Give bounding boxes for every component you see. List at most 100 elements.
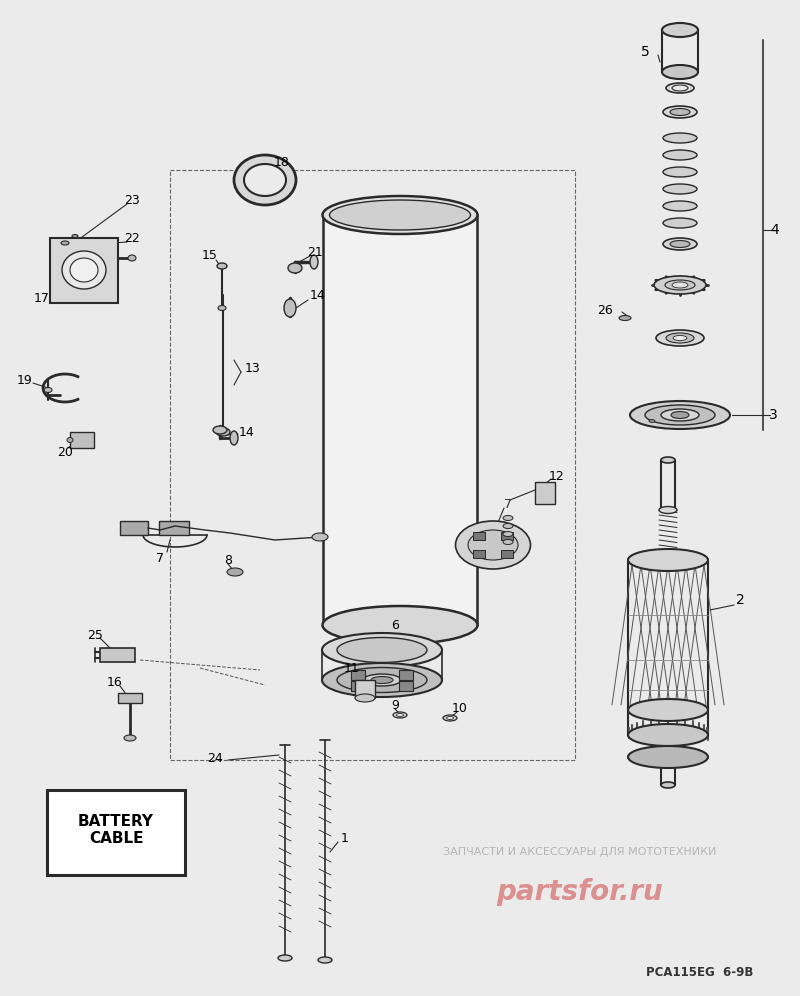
Ellipse shape [673,336,687,341]
Text: 19: 19 [17,374,33,386]
Ellipse shape [322,196,478,234]
Bar [120,521,148,535]
Bar [323,215,478,625]
Text: partsfor.ru: partsfor.ru [497,878,663,906]
Bar [350,680,365,690]
Ellipse shape [666,333,694,343]
Ellipse shape [663,201,697,211]
Bar [501,532,513,540]
Ellipse shape [468,530,518,560]
Ellipse shape [654,276,706,294]
Ellipse shape [503,524,513,529]
Text: 10: 10 [452,701,468,714]
Bar [100,648,135,662]
Ellipse shape [230,431,238,445]
Text: 22: 22 [124,231,140,244]
Ellipse shape [61,241,69,245]
Ellipse shape [663,218,697,228]
Ellipse shape [72,234,78,237]
Bar [159,521,189,535]
Ellipse shape [663,133,697,143]
Ellipse shape [628,724,708,746]
Ellipse shape [670,109,690,116]
Ellipse shape [213,426,227,434]
Ellipse shape [216,428,230,436]
Ellipse shape [217,263,227,269]
Ellipse shape [337,637,427,662]
Ellipse shape [628,746,708,768]
Text: 7: 7 [156,552,164,565]
Bar [70,432,94,448]
Ellipse shape [337,667,427,692]
Ellipse shape [44,387,52,392]
Text: 23: 23 [124,193,140,206]
Text: 14: 14 [239,425,255,438]
Ellipse shape [455,521,530,569]
Text: 15: 15 [202,248,218,262]
Text: 25: 25 [87,628,103,641]
Ellipse shape [310,255,318,269]
Text: 3: 3 [769,408,778,422]
Ellipse shape [661,782,675,788]
Bar [50,238,118,303]
Ellipse shape [657,551,679,559]
Text: 6: 6 [391,619,399,631]
Text: 4: 4 [770,223,779,237]
Bar [501,550,513,558]
Ellipse shape [662,23,698,37]
Ellipse shape [322,663,442,697]
Ellipse shape [659,507,677,514]
Text: PCA115EG  6-9B: PCA115EG 6-9B [646,965,754,978]
Ellipse shape [503,532,513,537]
Ellipse shape [663,106,697,118]
Bar [473,550,485,558]
Text: 24: 24 [207,752,223,765]
Ellipse shape [322,606,478,644]
Ellipse shape [128,255,136,261]
Ellipse shape [619,316,631,321]
Text: 21: 21 [307,245,323,259]
Ellipse shape [666,83,694,93]
Text: 20: 20 [57,445,73,458]
Text: BATTERY
CABLE: BATTERY CABLE [78,814,154,847]
Bar [118,693,142,703]
Text: 12: 12 [549,469,565,482]
Ellipse shape [312,533,328,541]
Ellipse shape [62,251,106,289]
Ellipse shape [503,540,513,545]
Ellipse shape [443,715,457,721]
Ellipse shape [446,716,454,719]
Ellipse shape [124,735,136,741]
Ellipse shape [672,85,688,91]
Text: 7: 7 [504,497,512,511]
Bar [535,482,555,504]
Ellipse shape [671,411,689,418]
Ellipse shape [288,263,302,273]
Ellipse shape [663,167,697,177]
Bar [47,790,185,875]
Text: 8: 8 [224,554,232,567]
Ellipse shape [645,405,715,425]
Ellipse shape [218,306,226,311]
Ellipse shape [503,516,513,521]
Ellipse shape [330,200,470,230]
Ellipse shape [663,238,697,250]
Ellipse shape [661,409,699,421]
Ellipse shape [67,437,73,442]
Ellipse shape [244,164,286,196]
Text: 11: 11 [344,661,360,674]
Ellipse shape [322,633,442,667]
Bar [473,532,485,540]
Ellipse shape [363,674,401,686]
Ellipse shape [397,713,403,716]
Text: 2: 2 [736,593,744,607]
Text: 26: 26 [597,304,613,317]
Ellipse shape [661,457,675,463]
Ellipse shape [662,65,698,79]
Text: 5: 5 [641,45,650,59]
Ellipse shape [628,699,708,721]
Ellipse shape [630,401,730,429]
Ellipse shape [663,184,697,194]
Ellipse shape [628,549,708,571]
Bar [355,680,375,698]
